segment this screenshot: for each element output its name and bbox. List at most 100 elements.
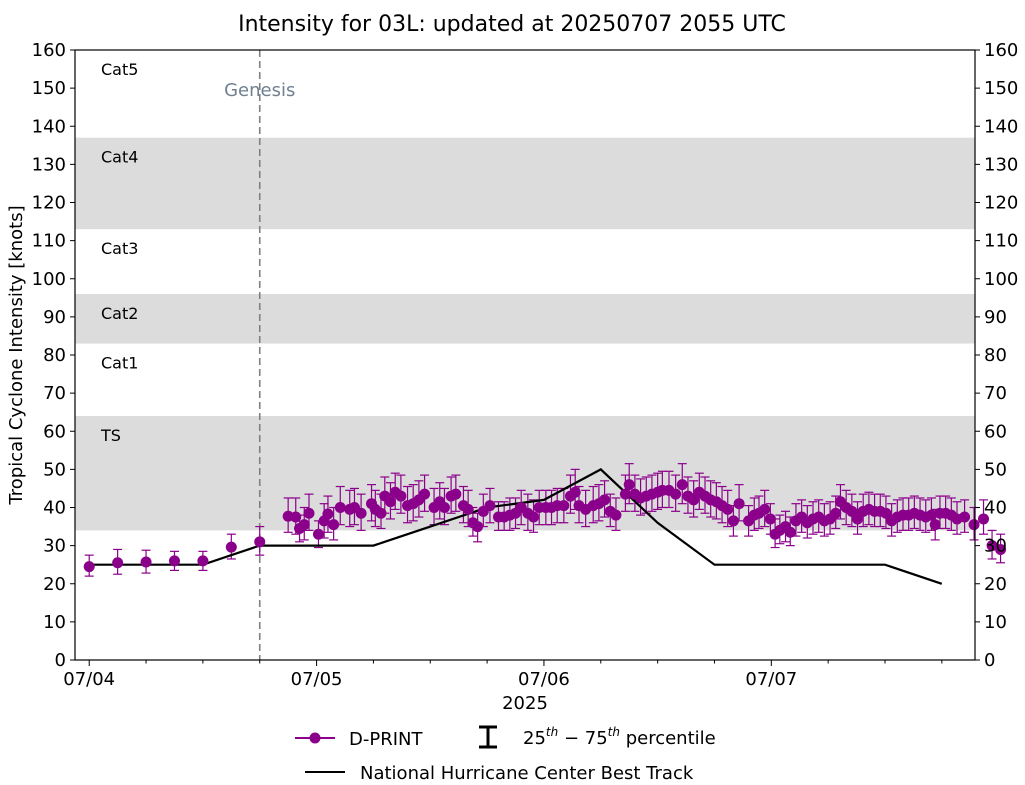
dprint-point <box>439 502 450 513</box>
dprint-point <box>141 557 152 568</box>
dprint-point <box>335 502 346 513</box>
legend-dprint-marker <box>310 733 321 744</box>
dprint-point <box>169 555 180 566</box>
y-tick-label: 60 <box>43 421 66 442</box>
dprint-point <box>197 555 208 566</box>
dprint-point <box>570 487 581 498</box>
dprint-point <box>328 519 339 530</box>
dprint-point <box>356 508 367 519</box>
legend-besttrack-label: National Hurricane Center Best Track <box>360 763 694 784</box>
y-tick-label-right: 70 <box>984 383 1007 404</box>
dprint-point <box>599 494 610 505</box>
y-tick-label: 50 <box>43 459 66 480</box>
y-tick-label: 140 <box>32 116 66 137</box>
y-tick-label-right: 20 <box>984 574 1007 595</box>
dprint-point <box>528 512 539 523</box>
dprint-point <box>759 504 770 515</box>
y-tick-label: 40 <box>43 498 66 519</box>
y-axis-label: Tropical Cyclone Intensity [knots] <box>6 205 27 505</box>
category-label: TS <box>100 426 121 445</box>
dprint-point <box>385 496 396 507</box>
dprint-point <box>472 521 483 532</box>
x-tick-label: 07/06 <box>518 669 570 690</box>
category-band <box>75 294 975 344</box>
dprint-point <box>450 489 461 500</box>
dprint-point <box>610 510 621 521</box>
dprint-point <box>376 508 387 519</box>
dprint-point <box>785 527 796 538</box>
x-tick-label: 07/04 <box>63 669 115 690</box>
category-label: Cat1 <box>101 354 138 373</box>
chart-title: Intensity for 03L: updated at 20250707 2… <box>238 12 786 37</box>
y-tick-label: 0 <box>55 650 66 671</box>
category-band <box>75 138 975 230</box>
dprint-point <box>304 508 315 519</box>
dprint-point <box>624 479 635 490</box>
y-tick-label: 100 <box>32 269 66 290</box>
y-tick-label-right: 30 <box>984 536 1007 557</box>
dprint-point <box>620 489 631 500</box>
dprint-point <box>395 491 406 502</box>
y-tick-label: 20 <box>43 574 66 595</box>
intensity-chart: Intensity for 03L: updated at 20250707 2… <box>0 0 1025 785</box>
x-tick-label: 07/07 <box>745 669 797 690</box>
dprint-point <box>670 489 681 500</box>
dprint-point <box>463 504 474 515</box>
dprint-point <box>299 519 310 530</box>
y-tick-label: 110 <box>32 231 66 252</box>
dprint-point <box>930 519 941 530</box>
dprint-point <box>969 519 980 530</box>
dprint-point <box>722 504 733 515</box>
dprint-point <box>290 512 301 523</box>
dprint-point <box>84 561 95 572</box>
y-tick-label-right: 110 <box>984 231 1018 252</box>
dprint-point <box>226 542 237 553</box>
y-tick-label-right: 140 <box>984 116 1018 137</box>
category-bands: Cat5 Cat4 Cat3 Cat2 Cat1 TS <box>75 60 975 530</box>
y-tick-label: 150 <box>32 78 66 99</box>
dprint-point <box>830 508 841 519</box>
axes: 0 0 10 10 20 20 30 30 40 40 50 50 60 60 70 70 80 80 90 90 10… <box>32 40 1019 690</box>
y-tick-label-right: 10 <box>984 612 1007 633</box>
legend-percentile-label: 25th − 75th percentile <box>523 725 716 749</box>
category-label: Cat5 <box>101 60 138 79</box>
y-tick-label: 30 <box>43 536 66 557</box>
y-tick-label-right: 90 <box>984 307 1007 328</box>
y-tick-label-right: 160 <box>984 40 1018 61</box>
y-tick-label-right: 100 <box>984 269 1018 290</box>
y-tick-label-right: 60 <box>984 421 1007 442</box>
dprint-point <box>959 512 970 523</box>
legend: D-PRINT 25th − 75th percentile National … <box>295 725 716 784</box>
y-tick-label: 130 <box>32 154 66 175</box>
y-tick-label-right: 150 <box>984 78 1018 99</box>
category-label: Cat4 <box>101 148 138 167</box>
dprint-point <box>484 500 495 511</box>
y-tick-label-right: 0 <box>984 650 995 671</box>
genesis-label: Genesis <box>224 80 295 101</box>
dprint-point <box>558 500 569 511</box>
category-label: Cat2 <box>101 304 138 323</box>
dprint-point <box>112 557 123 568</box>
y-tick-label-right: 80 <box>984 345 1007 366</box>
y-tick-label-right: 40 <box>984 498 1007 519</box>
dprint-point <box>419 489 430 500</box>
dprint-point <box>734 498 745 509</box>
y-tick-label: 80 <box>43 345 66 366</box>
dprint-point <box>765 513 776 524</box>
y-tick-label-right: 50 <box>984 459 1007 480</box>
y-tick-label-right: 120 <box>984 193 1018 214</box>
y-tick-label: 90 <box>43 307 66 328</box>
y-tick-label: 10 <box>43 612 66 633</box>
dprint-point <box>677 479 688 490</box>
dprint-point <box>254 536 265 547</box>
legend-dprint-label: D-PRINT <box>349 729 423 750</box>
dprint-point <box>728 515 739 526</box>
legend-percentile-icon <box>479 727 497 747</box>
y-tick-label-right: 130 <box>984 154 1018 175</box>
dprint-point <box>313 529 324 540</box>
dprint-point <box>322 508 333 519</box>
y-tick-label: 70 <box>43 383 66 404</box>
y-tick-label: 160 <box>32 40 66 61</box>
x-axis-label: 2025 <box>502 693 548 714</box>
x-tick-label: 07/05 <box>291 669 343 690</box>
